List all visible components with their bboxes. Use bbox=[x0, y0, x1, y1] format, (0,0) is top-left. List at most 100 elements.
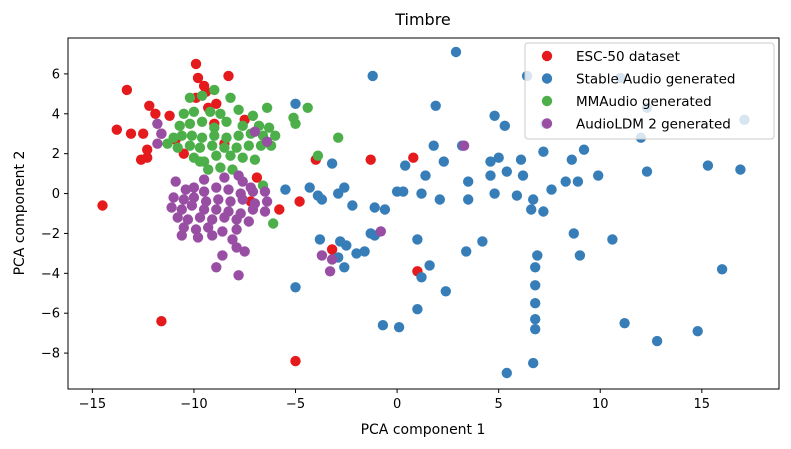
x-axis-ticks: −15 −10 −5 0 5 10 15 bbox=[79, 389, 710, 412]
point-1-14 bbox=[735, 164, 746, 175]
point-2-19 bbox=[237, 120, 248, 131]
point-3-45 bbox=[231, 224, 242, 235]
point-1-86 bbox=[692, 326, 703, 337]
point-0-21 bbox=[97, 200, 108, 211]
point-1-76 bbox=[530, 298, 541, 309]
point-1-85 bbox=[651, 335, 663, 347]
point-2-18 bbox=[221, 116, 232, 128]
point-2-1 bbox=[196, 90, 208, 102]
point-1-81 bbox=[568, 228, 579, 239]
point-1-20 bbox=[493, 152, 504, 163]
point-1-61 bbox=[339, 262, 350, 273]
point-0-11 bbox=[164, 110, 175, 122]
point-3-43 bbox=[203, 222, 214, 233]
legend-label-2: MMAudio generated bbox=[576, 94, 712, 110]
point-2-9 bbox=[188, 106, 200, 118]
series-3 bbox=[152, 118, 470, 281]
point-2-28 bbox=[233, 130, 244, 141]
point-3-40 bbox=[243, 216, 254, 227]
point-3-36 bbox=[194, 212, 206, 223]
point-2-0 bbox=[184, 92, 196, 104]
point-3-46 bbox=[176, 230, 187, 241]
point-3-22 bbox=[237, 194, 248, 205]
point-1-67 bbox=[424, 260, 435, 271]
legend-marker-2 bbox=[541, 95, 553, 107]
point-2-34 bbox=[184, 140, 196, 151]
point-1-37 bbox=[316, 194, 328, 205]
point-3-41 bbox=[178, 222, 189, 233]
point-2-39 bbox=[243, 140, 254, 151]
point-3-15 bbox=[259, 186, 271, 197]
x-tick-label: 15 bbox=[694, 397, 711, 412]
point-3-44 bbox=[217, 226, 228, 237]
point-3-59 bbox=[198, 174, 210, 185]
point-0-28 bbox=[365, 154, 376, 165]
point-2-47 bbox=[249, 154, 261, 165]
point-0-31 bbox=[326, 244, 338, 255]
point-3-11 bbox=[211, 182, 222, 193]
point-3-24 bbox=[261, 196, 273, 207]
point-1-65 bbox=[477, 236, 488, 247]
point-0-16 bbox=[142, 152, 153, 163]
point-1-26 bbox=[593, 170, 604, 181]
point-2-16 bbox=[196, 116, 208, 128]
point-3-49 bbox=[227, 234, 238, 245]
x-tick-label: 0 bbox=[393, 397, 401, 412]
point-1-50 bbox=[526, 204, 537, 215]
series-2 bbox=[162, 84, 344, 229]
point-2-25 bbox=[196, 132, 208, 143]
point-3-53 bbox=[233, 270, 244, 281]
point-2-14 bbox=[174, 120, 185, 131]
point-2-48 bbox=[203, 164, 214, 175]
x-tick-label: 10 bbox=[592, 397, 609, 412]
point-1-63 bbox=[412, 234, 423, 245]
point-1-75 bbox=[530, 280, 541, 291]
point-0-32 bbox=[290, 355, 301, 367]
point-1-68 bbox=[440, 286, 451, 297]
plot-frame bbox=[67, 37, 780, 390]
point-1-36 bbox=[339, 182, 350, 193]
point-1-19 bbox=[400, 160, 411, 171]
x-tick-label: −15 bbox=[79, 397, 106, 412]
point-1-78 bbox=[530, 324, 541, 335]
point-3-27 bbox=[186, 200, 198, 211]
y-tick-label: −2 bbox=[41, 227, 60, 242]
point-3-51 bbox=[217, 250, 228, 261]
point-3-56 bbox=[326, 254, 338, 265]
point-1-15 bbox=[428, 140, 439, 151]
point-1-44 bbox=[434, 194, 445, 205]
point-2-49 bbox=[215, 162, 226, 173]
point-3-37 bbox=[207, 214, 218, 225]
point-1-31 bbox=[501, 166, 512, 177]
point-3-48 bbox=[207, 230, 218, 241]
point-1-74 bbox=[530, 262, 541, 273]
point-0-22 bbox=[156, 316, 167, 327]
point-1-79 bbox=[528, 357, 539, 369]
point-3-19 bbox=[200, 196, 212, 207]
point-2-51 bbox=[194, 156, 206, 167]
point-2-45 bbox=[225, 150, 236, 161]
point-2-52 bbox=[333, 132, 344, 143]
point-2-8 bbox=[178, 108, 189, 120]
point-3-52 bbox=[239, 246, 250, 257]
legend-label-3: AudioLDM 2 generated bbox=[576, 117, 731, 133]
point-1-49 bbox=[538, 206, 549, 217]
point-1-7 bbox=[499, 120, 510, 131]
point-2-31 bbox=[270, 130, 281, 141]
point-1-28 bbox=[420, 170, 431, 181]
point-2-55 bbox=[268, 218, 279, 229]
point-1-39 bbox=[369, 202, 380, 213]
point-2-17 bbox=[209, 122, 220, 133]
point-3-9 bbox=[188, 182, 200, 193]
x-tick-label: −10 bbox=[180, 397, 207, 412]
point-1-9 bbox=[290, 98, 301, 110]
point-2-23 bbox=[176, 130, 187, 141]
point-1-77 bbox=[530, 314, 541, 325]
point-0-10 bbox=[150, 108, 161, 120]
point-1-38 bbox=[347, 200, 358, 211]
x-axis-label: PCA component 1 bbox=[361, 422, 486, 438]
point-1-22 bbox=[515, 154, 527, 165]
point-0-9 bbox=[144, 100, 155, 112]
point-1-33 bbox=[304, 182, 315, 193]
